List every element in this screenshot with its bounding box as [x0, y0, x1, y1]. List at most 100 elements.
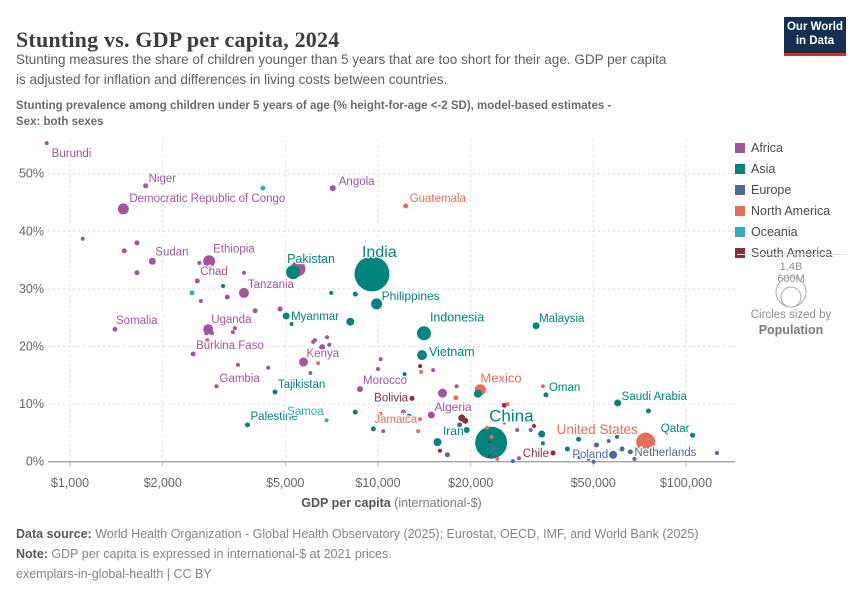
data-point[interactable] [464, 406, 469, 411]
data-point[interactable] [532, 423, 537, 428]
data-point[interactable] [431, 368, 436, 373]
india-dot[interactable] [354, 256, 390, 292]
data-point[interactable] [419, 369, 424, 374]
data-point[interactable] [189, 290, 195, 296]
data-point[interactable] [346, 317, 355, 326]
bolivia-dot[interactable] [409, 395, 415, 401]
indonesia-dot[interactable] [416, 326, 431, 341]
data-point[interactable] [540, 384, 545, 389]
ethiopia-label[interactable]: Ethiopia [212, 242, 257, 257]
data-point[interactable] [378, 357, 383, 362]
jamaica-label[interactable]: Jamaica [373, 413, 419, 428]
malaysia-label[interactable]: Malaysia [538, 312, 586, 327]
data-point[interactable] [134, 270, 140, 276]
oman-label[interactable]: Oman [548, 381, 582, 396]
sudan-label[interactable]: Sudan [154, 245, 190, 260]
data-point[interactable] [619, 446, 625, 452]
niger-label[interactable]: Niger [147, 172, 177, 187]
data-point[interactable] [134, 240, 140, 246]
vietnam-dot[interactable] [417, 350, 428, 361]
data-point[interactable] [505, 402, 510, 407]
data-point[interactable] [325, 335, 330, 340]
jamaica-dot[interactable] [418, 417, 423, 422]
data-point[interactable] [645, 408, 651, 414]
data-point[interactable] [252, 308, 258, 314]
data-point[interactable] [381, 429, 386, 434]
gambia-dot[interactable] [214, 384, 219, 389]
data-point[interactable] [473, 389, 482, 398]
data-point[interactable] [400, 409, 406, 415]
netherlands-dot[interactable] [627, 449, 633, 455]
data-point[interactable] [714, 451, 719, 456]
data-point[interactable] [487, 440, 491, 444]
legend-item-europe[interactable]: Europe [735, 183, 849, 197]
algeria-label[interactable]: Algeria [433, 399, 473, 416]
morocco-label[interactable]: Morocco [362, 374, 409, 389]
guatemala-dot[interactable] [403, 203, 409, 209]
data-point[interactable] [235, 362, 240, 367]
vietnam-label[interactable]: Vietnam [428, 344, 476, 361]
data-point[interactable] [528, 428, 533, 433]
data-point[interactable] [319, 344, 326, 351]
samoa-dot[interactable] [324, 418, 329, 423]
data-point[interactable] [418, 364, 423, 369]
data-point[interactable] [490, 449, 494, 453]
netherlands-label[interactable]: Netherlands [633, 446, 698, 461]
data-point[interactable] [517, 456, 522, 461]
somalia-dot[interactable] [112, 326, 118, 332]
kenya-dot[interactable] [299, 357, 309, 367]
license-line[interactable]: exemplars-in-global-health | CC BY [16, 566, 212, 581]
bolivia-label[interactable]: Bolivia [373, 391, 410, 406]
ethiopia-dot[interactable] [203, 255, 216, 268]
data-point[interactable] [510, 459, 515, 464]
legend-item-north-america[interactable]: North America [735, 204, 849, 218]
data-point[interactable] [224, 294, 230, 300]
palestine-dot[interactable] [245, 422, 251, 428]
data-point[interactable] [416, 429, 421, 434]
data-point[interactable] [495, 456, 500, 461]
angola-label[interactable]: Angola [338, 175, 377, 190]
data-point[interactable] [538, 430, 546, 438]
pakistan-label[interactable]: Pakistan [286, 251, 336, 268]
guatemala-label[interactable]: Guatemala [408, 192, 467, 207]
qatar-label[interactable]: Qatar [660, 422, 691, 437]
qatar-dot[interactable] [690, 432, 696, 438]
data-point[interactable] [232, 326, 237, 331]
data-point[interactable] [438, 388, 448, 398]
burkina-faso-dot[interactable] [190, 351, 196, 357]
saudi-arabia-label[interactable]: Saudi Arabia [620, 390, 688, 405]
angola-dot[interactable] [329, 185, 336, 192]
data-point[interactable] [591, 459, 596, 464]
data-point[interactable] [491, 445, 496, 450]
gambia-label[interactable]: Gambia [218, 372, 261, 387]
data-point[interactable] [277, 306, 283, 312]
burundi-dot[interactable] [44, 141, 49, 146]
poland-dot[interactable] [609, 450, 618, 459]
data-point[interactable] [376, 366, 380, 371]
data-point[interactable] [197, 260, 202, 265]
data-point[interactable] [241, 270, 246, 275]
data-point[interactable] [453, 395, 459, 401]
data-point[interactable] [454, 384, 459, 389]
data-point[interactable] [586, 456, 591, 461]
poland-label[interactable]: Poland [571, 448, 609, 463]
data-point[interactable] [378, 411, 383, 416]
algeria-dot[interactable] [427, 411, 435, 419]
iran-label[interactable]: Iran [442, 423, 465, 440]
data-point[interactable] [352, 291, 358, 297]
tajikistan-label[interactable]: Tajikistan [277, 378, 327, 393]
palestine-label[interactable]: Palestine [249, 410, 299, 425]
data-point[interactable] [487, 454, 491, 458]
myanmar-label[interactable]: Myanmar [290, 310, 341, 325]
data-point[interactable] [489, 434, 494, 439]
india-label[interactable]: India [361, 243, 398, 263]
data-point[interactable] [406, 413, 412, 419]
data-point[interactable] [593, 442, 599, 448]
burundi-label[interactable]: Burundi [50, 147, 92, 162]
tajikistan-dot[interactable] [272, 389, 278, 395]
legend-item-asia[interactable]: Asia [735, 162, 849, 176]
myanmar-dot[interactable] [282, 312, 290, 320]
data-point[interactable] [327, 342, 332, 347]
data-point[interactable] [121, 248, 127, 254]
indonesia-label[interactable]: Indonesia [429, 309, 486, 326]
